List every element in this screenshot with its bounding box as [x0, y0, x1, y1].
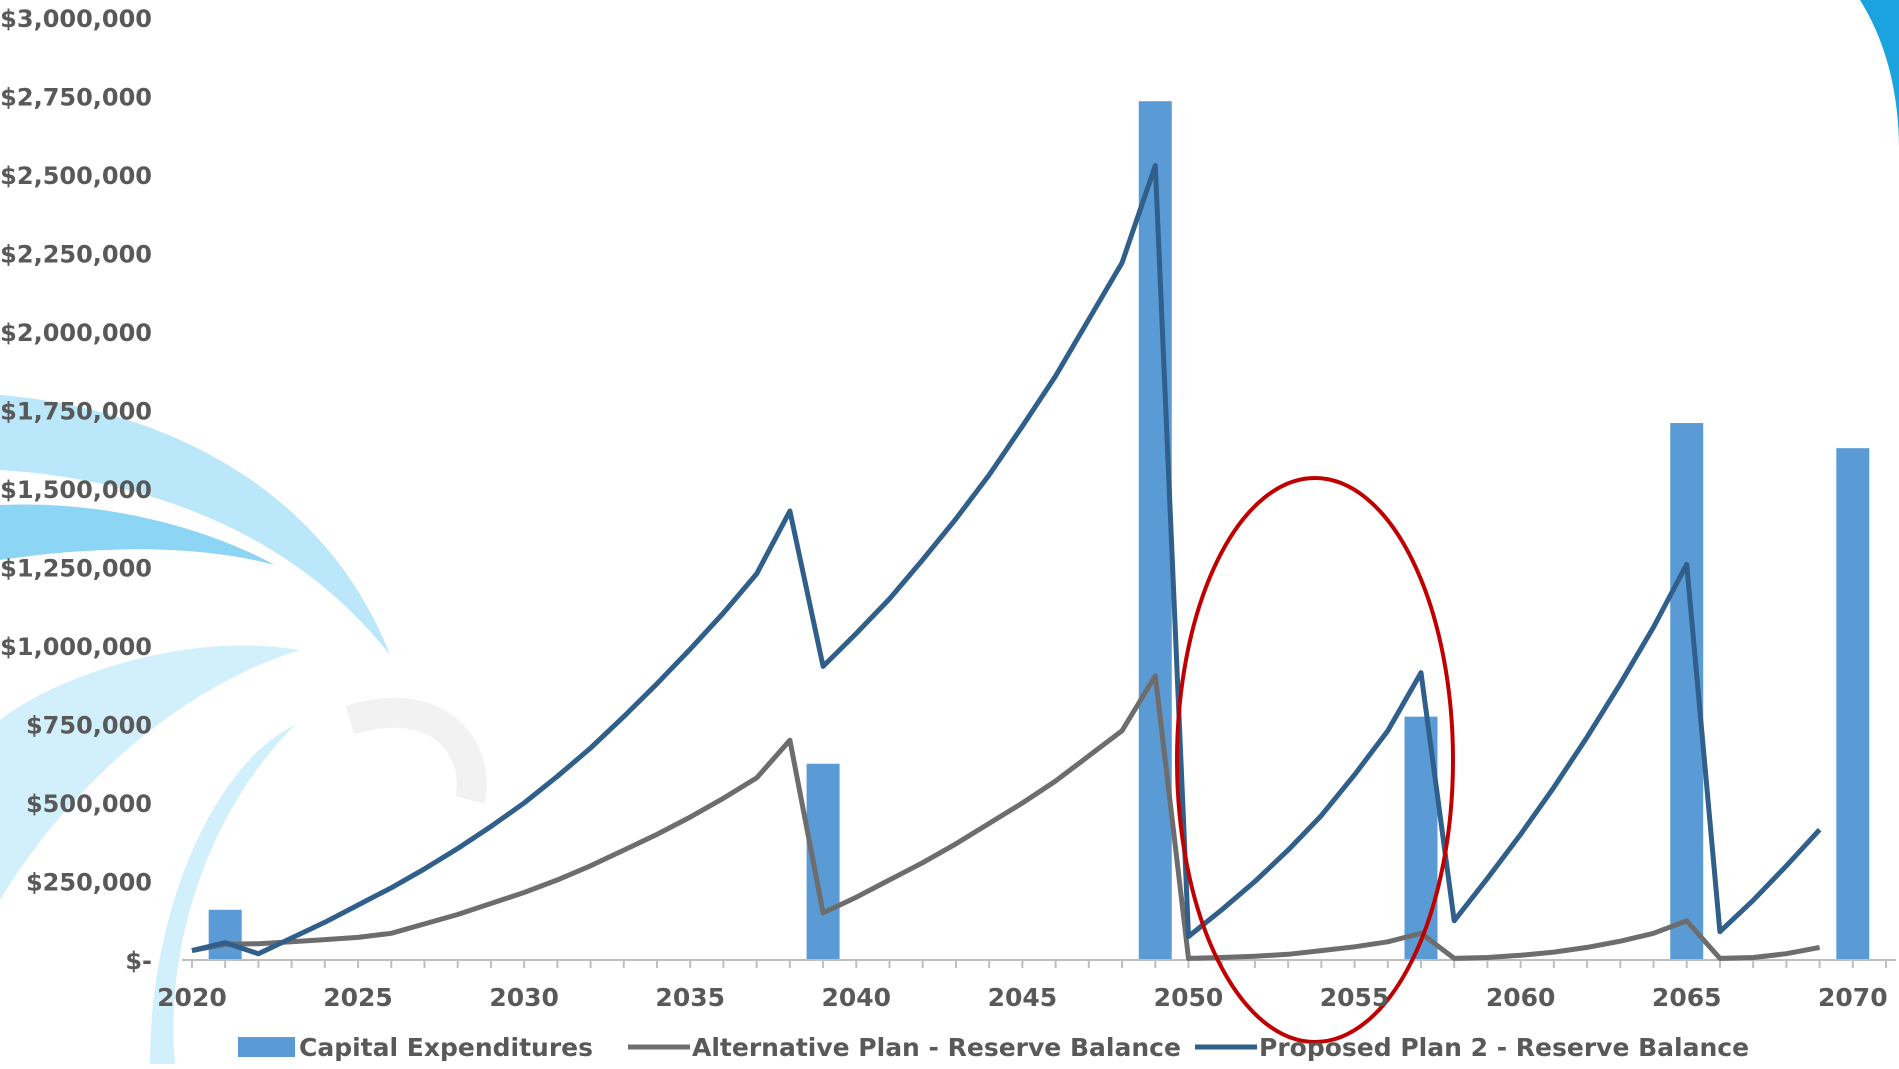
reserve-balance-lines — [191, 163, 1822, 961]
x-tick-label-2045: 2045 — [988, 983, 1058, 1012]
x-tick-label-2065: 2065 — [1652, 983, 1722, 1012]
y-tick-label-7: $1,750,000 — [0, 398, 152, 426]
x-tick-label-2030: 2030 — [489, 983, 559, 1012]
x-tick-label-2050: 2050 — [1154, 983, 1224, 1012]
y-axis-labels: $- $250,000 $500,000 $750,000 $1,000,000 $1,2… — [0, 5, 152, 975]
x-tick-label-2040: 2040 — [822, 983, 892, 1012]
legend-item-1: Alternative Plan - Reserve Balance — [628, 1033, 1181, 1062]
capital-expenditure-bars — [208, 101, 1870, 960]
x-axis-labels: 2020 2025 2030 2035 2040 2045 2050 2055 2060 2065… — [157, 983, 1887, 1012]
capex-bar-2021 — [208, 909, 242, 960]
x-tick-label-2070: 2070 — [1818, 983, 1888, 1012]
legend-label: Proposed Plan 2 - Reserve Balance — [1259, 1033, 1749, 1062]
x-tick-label-2035: 2035 — [655, 983, 725, 1012]
legend: Capital Expenditures Alternative Plan - R… — [238, 1033, 1749, 1062]
legend-swatch-bar — [238, 1037, 295, 1057]
y-tick-label-5: $1,250,000 — [0, 555, 152, 583]
series-line-alternative-plan — [191, 673, 1821, 961]
y-tick-label-11: $2,750,000 — [0, 84, 152, 112]
capex-bar-2070 — [1836, 448, 1870, 960]
y-tick-label-12: $3,000,000 — [0, 5, 152, 33]
series-line-proposed-plan-2 — [191, 163, 1822, 957]
y-tick-label-1: $250,000 — [26, 869, 152, 897]
y-tick-label-10: $2,500,000 — [0, 162, 152, 190]
highlight-ellipse-annotation — [1175, 476, 1455, 1044]
plot-area — [182, 101, 1896, 1044]
y-tick-label-0: $- — [125, 947, 152, 975]
x-tick-label-2025: 2025 — [323, 983, 393, 1012]
legend-item-2: Proposed Plan 2 - Reserve Balance — [1195, 1033, 1749, 1062]
x-tick-label-2060: 2060 — [1486, 983, 1556, 1012]
y-tick-label-2: $500,000 — [26, 790, 152, 818]
y-tick-label-6: $1,500,000 — [0, 476, 152, 504]
legend-item-0: Capital Expenditures — [238, 1033, 593, 1062]
legend-label: Alternative Plan - Reserve Balance — [692, 1033, 1181, 1062]
x-axis-minor-ticks — [190, 960, 1888, 968]
y-tick-label-3: $750,000 — [26, 712, 152, 740]
y-tick-label-9: $2,250,000 — [0, 241, 152, 269]
y-tick-label-8: $2,000,000 — [0, 319, 152, 347]
y-tick-label-4: $1,000,000 — [0, 633, 152, 661]
legend-label: Capital Expenditures — [299, 1033, 593, 1062]
capex-bar-2049 — [1138, 101, 1172, 960]
x-tick-label-2055: 2055 — [1320, 983, 1390, 1012]
x-tick-label-2020: 2020 — [157, 983, 227, 1012]
